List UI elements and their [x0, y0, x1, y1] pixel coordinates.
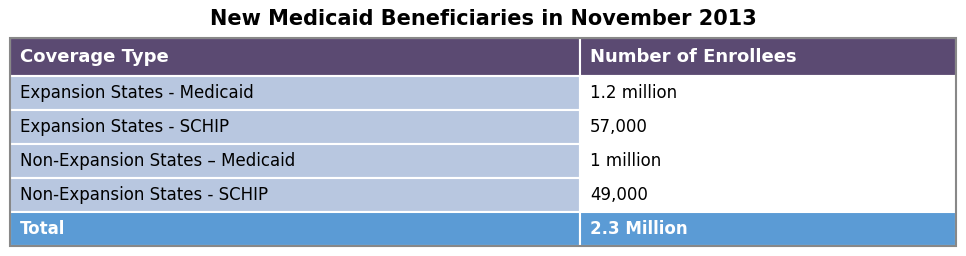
- Bar: [580, 178, 956, 212]
- Text: Non-Expansion States - SCHIP: Non-Expansion States - SCHIP: [20, 186, 269, 204]
- Text: 1.2 million: 1.2 million: [590, 84, 677, 102]
- Text: Non-Expansion States – Medicaid: Non-Expansion States – Medicaid: [20, 152, 296, 170]
- Bar: [10, 178, 580, 212]
- Text: New Medicaid Beneficiaries in November 2013: New Medicaid Beneficiaries in November 2…: [210, 9, 756, 29]
- Bar: [10, 76, 580, 110]
- Bar: [10, 38, 580, 76]
- Text: 2.3 Million: 2.3 Million: [590, 220, 688, 238]
- Bar: [580, 212, 956, 246]
- Bar: [580, 110, 956, 144]
- Bar: [580, 38, 956, 76]
- Text: Coverage Type: Coverage Type: [20, 48, 169, 66]
- Text: Expansion States - Medicaid: Expansion States - Medicaid: [20, 84, 254, 102]
- Text: Number of Enrollees: Number of Enrollees: [590, 48, 797, 66]
- Bar: [10, 144, 580, 178]
- Bar: [580, 76, 956, 110]
- Bar: [580, 144, 956, 178]
- Text: 1 million: 1 million: [590, 152, 662, 170]
- Bar: [10, 212, 580, 246]
- Bar: [10, 110, 580, 144]
- Text: 57,000: 57,000: [590, 118, 648, 136]
- Text: 49,000: 49,000: [590, 186, 648, 204]
- Text: Total: Total: [20, 220, 66, 238]
- Bar: [10, 38, 956, 246]
- Text: Expansion States - SCHIP: Expansion States - SCHIP: [20, 118, 229, 136]
